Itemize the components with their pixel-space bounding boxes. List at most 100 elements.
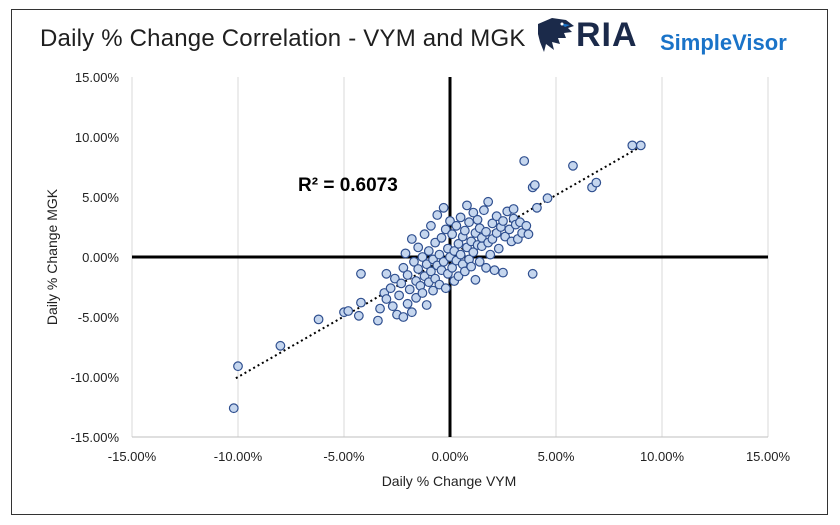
scatter-point (402, 298, 413, 309)
scatter-point (481, 262, 491, 273)
scatter-point (529, 180, 540, 190)
x-tick-label: -10.00% (214, 449, 263, 464)
scatter-point (487, 218, 498, 229)
scatter-point (493, 243, 504, 254)
y-axis-label: Daily % Change MGK (44, 188, 60, 325)
chart-frame (11, 9, 828, 515)
scatter-point (627, 140, 638, 151)
scatter-point (468, 207, 479, 218)
scatter-point (430, 237, 441, 248)
x-tick-label: -5.00% (323, 449, 365, 464)
scatter-point (519, 156, 530, 166)
scatter-point (409, 256, 419, 267)
scatter-point (459, 225, 470, 236)
scatter-point (432, 210, 443, 220)
scatter-point (343, 306, 354, 316)
y-tick-label: 15.00% (75, 70, 120, 85)
y-tick-label: -5.00% (78, 310, 120, 325)
scatter-point (523, 229, 534, 240)
x-tick-label: 5.00% (538, 449, 575, 464)
scatter-point (421, 300, 432, 310)
scatter-point (406, 307, 417, 318)
scatter-point (508, 204, 519, 214)
ria-simplevisor-logo: RIA SimpleVisor (536, 14, 796, 64)
scatter-point (466, 261, 477, 272)
scatter-point (453, 238, 464, 249)
scatter-point (375, 303, 385, 314)
scatter-point (428, 285, 438, 296)
x-tick-label: 10.00% (640, 449, 685, 464)
scatter-point (491, 211, 502, 222)
scatter-point (500, 231, 511, 242)
scatter-point (426, 266, 436, 277)
scatter-point (426, 220, 436, 231)
scatter-point (468, 247, 479, 258)
scatter-point (591, 177, 602, 188)
scatter-point (527, 268, 538, 279)
scatter-point (472, 214, 483, 225)
scatter-point (459, 266, 470, 277)
logo-product-text: SimpleVisor (660, 30, 787, 55)
scatter-point (498, 216, 508, 226)
scatter-point (438, 202, 449, 213)
scatter-point (233, 361, 243, 372)
tick-labels: -15.00% -10.00% -5.00% 0.00% 5.00% 10.00% 15.0… (71, 70, 791, 464)
scatter-point (398, 262, 409, 273)
scatter-point (411, 292, 421, 303)
scatter-point (635, 140, 646, 151)
scatter-point (423, 246, 434, 256)
scatter-point (356, 297, 366, 308)
logo-brand-text: RIA (576, 16, 638, 54)
scatter-point (438, 256, 449, 267)
y-tick-label: 10.00% (75, 130, 120, 145)
scatter-point (440, 283, 451, 294)
scatter-point (453, 271, 464, 282)
scatter-point (447, 262, 458, 273)
scatter-point (440, 224, 451, 235)
scatter-point (228, 403, 239, 414)
x-axis-label: Daily % Change VYM (382, 473, 517, 489)
scatter-point (568, 160, 578, 171)
scatter-point (413, 264, 424, 274)
x-tick-label: 15.00% (746, 449, 791, 464)
scatter-point (400, 248, 411, 259)
x-tick-label: -15.00% (108, 449, 157, 464)
scatter-point (413, 242, 424, 253)
scatter-point (373, 315, 383, 326)
scatter-point (481, 226, 491, 237)
scatter-point (385, 283, 396, 294)
scatter-point (419, 229, 430, 240)
scatter-point (447, 229, 458, 240)
scatter-point (417, 252, 428, 262)
scatter-point (434, 249, 445, 260)
scatter-point (417, 288, 428, 298)
r-squared-annotation: R² = 0.6073 (298, 175, 398, 196)
scatter-point (313, 314, 324, 325)
scatter-point (381, 294, 392, 304)
scatter-point (455, 212, 466, 223)
scatter-point (464, 217, 474, 228)
scatter-point (485, 249, 496, 260)
y-tick-label: 0.00% (82, 250, 119, 265)
scatter-point (406, 234, 417, 244)
scatter-point (532, 202, 542, 213)
scatter-point (387, 301, 398, 312)
scatter-point (483, 196, 494, 207)
y-tick-label: 5.00% (82, 190, 119, 205)
y-tick-label: -15.00% (71, 430, 120, 445)
scatter-point (451, 220, 462, 231)
scatter-point (402, 270, 413, 280)
scatter-point (498, 267, 508, 278)
scatter-point (356, 268, 366, 279)
scatter-point (521, 220, 532, 231)
scatter-point (455, 249, 466, 260)
scatter-point (353, 310, 364, 321)
scatter-point (470, 274, 481, 285)
data-points (228, 140, 646, 414)
scatter-point (489, 265, 500, 276)
scatter-point (474, 256, 485, 267)
scatter-point (381, 268, 392, 279)
scatter-point (436, 232, 447, 243)
scatter-point (542, 193, 553, 204)
